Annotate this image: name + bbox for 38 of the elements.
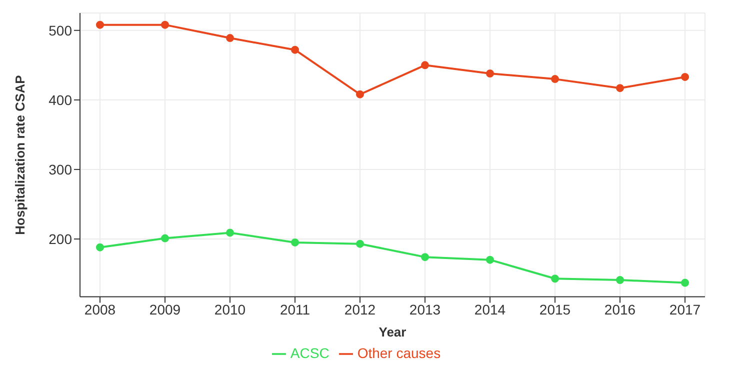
y-tick-label: 500	[48, 22, 72, 38]
point	[291, 238, 299, 246]
x-tick-label: 2015	[539, 302, 571, 318]
point	[161, 20, 169, 29]
point	[226, 34, 234, 42]
point	[616, 276, 624, 284]
point	[226, 228, 234, 237]
x-axis-title: Year	[378, 324, 406, 340]
y-tick-label: 200	[48, 230, 72, 247]
point	[96, 20, 104, 29]
y-tick-label: 400	[48, 92, 72, 108]
point	[356, 240, 364, 248]
point	[96, 243, 104, 252]
point	[551, 274, 559, 283]
point	[616, 84, 624, 92]
y-tick-label: 300	[48, 161, 72, 178]
point	[291, 46, 299, 54]
x-tick-label: 2008	[84, 302, 116, 318]
point	[681, 278, 689, 287]
point	[161, 234, 169, 242]
x-tick-label: 2014	[474, 302, 506, 318]
point	[421, 253, 429, 262]
x-tick-label: 2011	[280, 302, 310, 318]
x-tick-label: 2016	[604, 302, 636, 318]
x-tick-label: 2013	[409, 302, 441, 318]
x-tick-label: 2009	[149, 302, 181, 318]
point	[486, 256, 494, 264]
legend-label: ACSC	[290, 344, 330, 361]
legend-label: Other causes	[357, 344, 441, 361]
point	[421, 61, 429, 70]
y-axis-title: Hospitalization rate CSAP	[12, 74, 28, 235]
x-tick-label: 2017	[669, 302, 701, 318]
x-tick-label: 2012	[344, 302, 376, 318]
x-tick-label: 2010	[214, 302, 246, 318]
point	[551, 75, 559, 84]
point	[356, 90, 364, 98]
point	[486, 69, 494, 78]
point	[681, 72, 689, 81]
